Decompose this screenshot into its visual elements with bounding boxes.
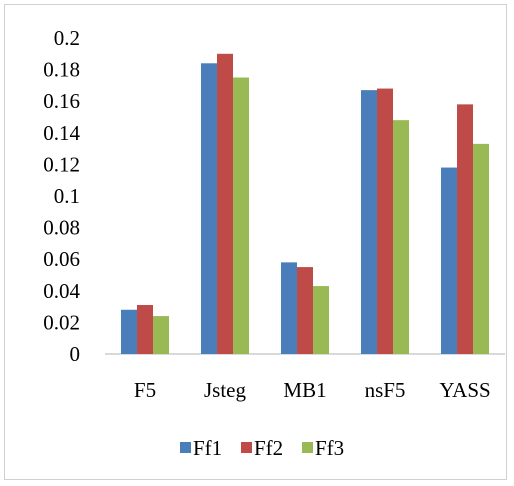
- y-tick-label: 0.06: [43, 247, 80, 271]
- bar-ff1-yass: [441, 167, 457, 354]
- legend-label: Ff1: [193, 436, 222, 460]
- bar-ff3-nsf5: [393, 120, 409, 354]
- y-tick-label: 0.14: [43, 121, 80, 145]
- x-category-label: MB1: [283, 378, 326, 402]
- legend-swatch-ff3: [302, 442, 313, 453]
- bar-ff2-nsf5: [377, 88, 393, 354]
- legend-swatch-ff2: [241, 442, 252, 453]
- bar-ff2-f5: [137, 305, 153, 354]
- bar-ff2-mb1: [297, 267, 313, 354]
- legend-label: Ff3: [315, 436, 344, 460]
- y-tick-label: 0.02: [43, 310, 80, 334]
- bar-ff3-yass: [473, 143, 489, 354]
- bar-ff1-nsf5: [361, 90, 377, 354]
- bar-ff1-jsteg: [201, 63, 217, 354]
- chart-frame: [4, 4, 507, 480]
- x-category-label: YASS: [439, 378, 490, 402]
- x-category-label: Jsteg: [204, 378, 247, 402]
- y-tick-label: 0.04: [43, 279, 80, 303]
- bar-ff2-jsteg: [217, 53, 233, 355]
- y-tick-label: 0.16: [43, 89, 80, 113]
- bar-ff3-f5: [153, 316, 169, 354]
- bar-ff1-f5: [121, 309, 137, 354]
- bar-ff2-yass: [457, 104, 473, 354]
- bar-ff3-jsteg: [233, 77, 249, 354]
- y-tick-label: 0.12: [43, 152, 80, 176]
- bar-ff3-mb1: [313, 286, 329, 354]
- legend-swatch-ff1: [180, 442, 191, 453]
- x-category-label: nsF5: [365, 378, 406, 402]
- y-tick-label: 0.18: [43, 58, 80, 82]
- y-tick-label: 0.2: [54, 26, 80, 50]
- x-category-label: F5: [134, 378, 156, 402]
- y-tick-label: 0.1: [54, 184, 80, 208]
- bar-ff1-mb1: [281, 262, 297, 354]
- y-tick-label: 0: [70, 342, 81, 366]
- y-tick-label: 0.08: [43, 216, 80, 240]
- legend-label: Ff2: [254, 436, 283, 460]
